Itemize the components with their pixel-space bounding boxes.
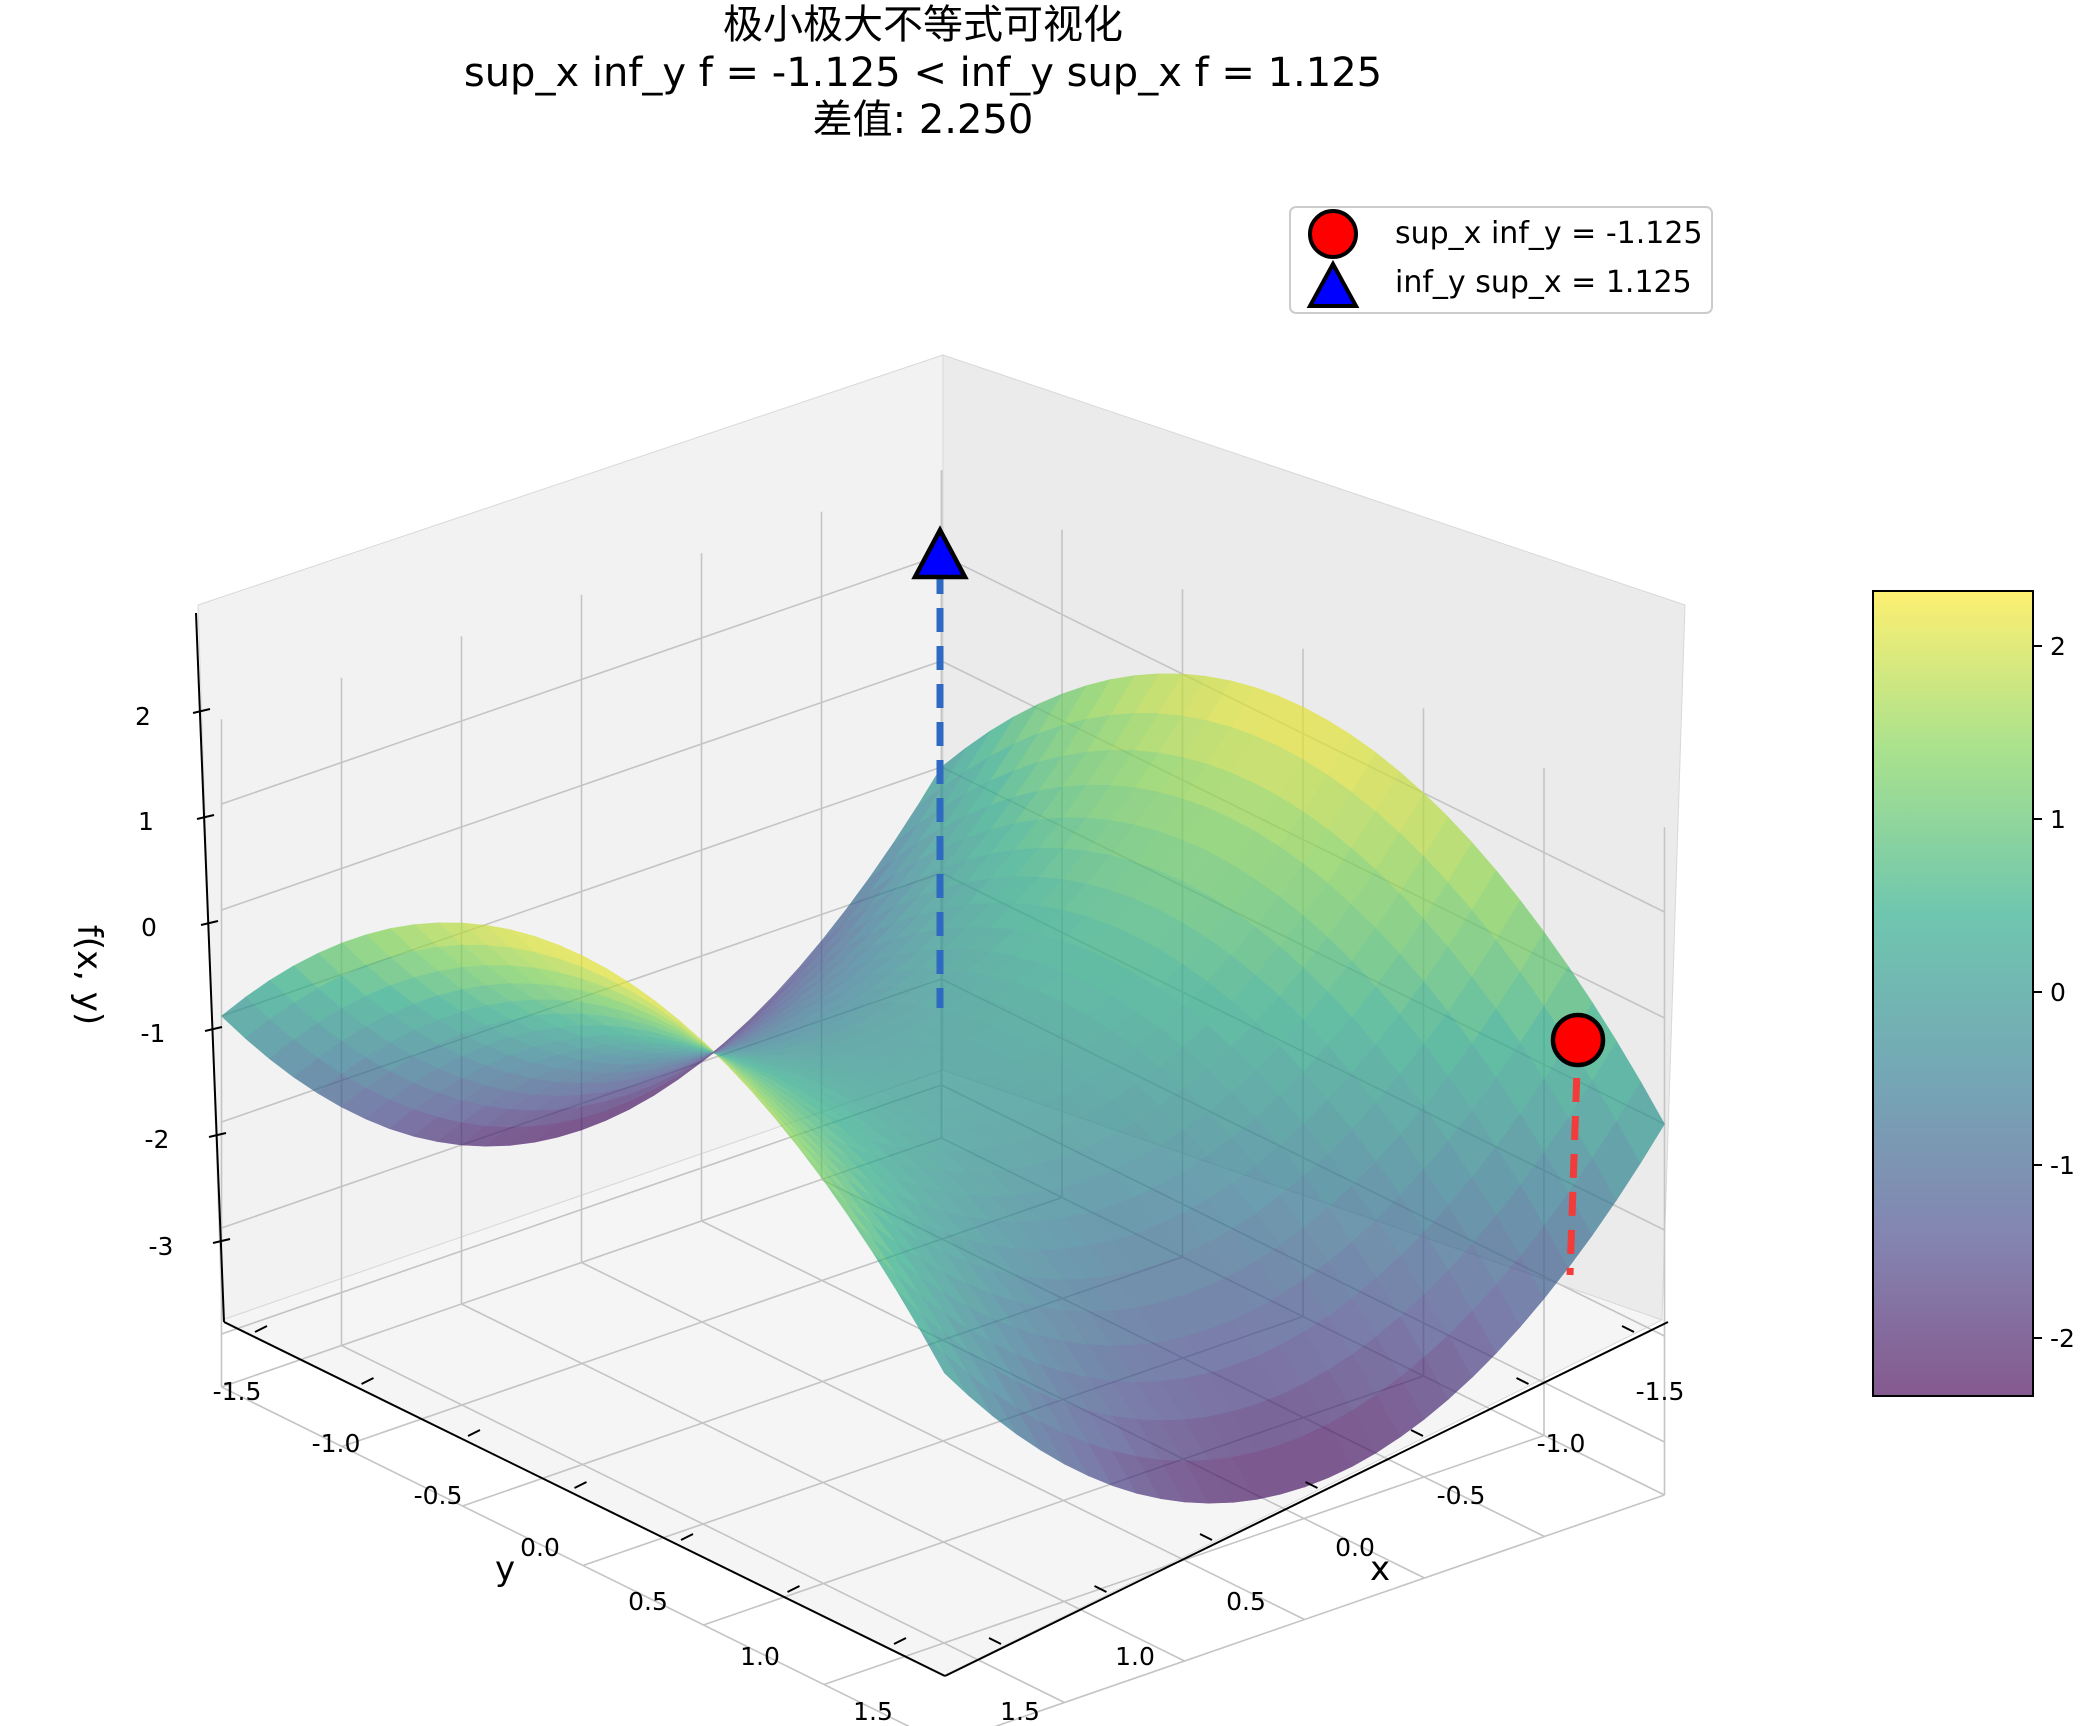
z-tick-2: 2: [135, 702, 151, 731]
x-tick-0-5: 0.5: [1226, 1587, 1266, 1616]
colorbar-tick-1: 1: [2050, 805, 2066, 834]
legend: sup_x inf_y = -1.125 inf_y sup_x = 1.125: [1289, 206, 1713, 314]
marker-sup-inf: [1550, 1012, 1606, 1068]
y-tick-0-0: 0.0: [520, 1533, 560, 1562]
x-tick-mark: [1621, 1325, 1635, 1333]
x-axis-label: x: [1370, 1549, 1390, 1589]
chart-subtitle: sup_x inf_y f = -1.125 < inf_y sup_x f =…: [464, 50, 1382, 96]
legend-circle-icon: [1308, 209, 1358, 259]
grid-wall-z-left-5: [221, 554, 942, 805]
z-tick-mark: [204, 1026, 223, 1032]
y-tick-mark: [467, 1429, 481, 1437]
legend-box: [1289, 206, 1713, 314]
grid-wall-z-left-4: [221, 660, 942, 911]
x-tick-mark: [1516, 1377, 1529, 1385]
colorbar-gradient: [1872, 590, 2034, 1397]
colorbar-tick-2: 2: [2050, 632, 2066, 661]
z-axis-label: f(x, y): [69, 925, 109, 1025]
y-tick-mark: [574, 1481, 587, 1489]
y-tick-1-5: 1.5: [853, 1697, 893, 1726]
x-tick-neg0-5: -0.5: [1437, 1481, 1486, 1510]
x-tick-0-0: 0.0: [1335, 1533, 1375, 1562]
y-tick-neg1-0: -1.0: [312, 1429, 361, 1458]
z-tick-neg2: -2: [145, 1125, 170, 1154]
grid-floor-x-6: [221, 1137, 942, 1388]
x-tick-1-5: 1.5: [1000, 1697, 1040, 1726]
z-tick-0: 0: [141, 913, 157, 942]
dashed-line-red: [1566, 1039, 1582, 1276]
y-tick-neg1-5: -1.5: [213, 1377, 262, 1406]
colorbar-tick-neg1: -1: [2050, 1151, 2075, 1180]
z-tick-neg3: -3: [149, 1232, 174, 1261]
x-tick-neg1-0: -1.0: [1537, 1429, 1586, 1458]
z-tick-labels: 2 1 0 -1 -2 -3: [135, 702, 173, 1261]
colorbar: 2 1 0 -1 -2: [1872, 590, 2075, 1397]
y-tick-1-0: 1.0: [740, 1642, 780, 1671]
marker-inf-sup: [911, 525, 969, 580]
x-tick-mark: [1199, 1533, 1213, 1541]
y-tick-mark: [680, 1533, 694, 1541]
colorbar-tick-neg2: -2: [2050, 1324, 2075, 1353]
y-tick-mark: [893, 1637, 907, 1645]
y-axis-line: [223, 1321, 946, 1677]
z-tick-mark: [200, 920, 219, 926]
y-tick-neg0-5: -0.5: [414, 1481, 463, 1510]
x-tick-mark: [988, 1637, 1002, 1645]
legend-triangle-icon: [1306, 259, 1360, 308]
surface: [221, 673, 1665, 1504]
z-tick-1: 1: [138, 807, 154, 836]
x-axis-line: [944, 1321, 1669, 1677]
y-tick-mark: [787, 1585, 800, 1593]
chart-subtitle-difference: 差值: 2.250: [813, 97, 1034, 143]
z-tick-mark: [192, 708, 211, 714]
tick-marks: [192, 708, 1635, 1645]
x-tick-1-0: 1.0: [1115, 1642, 1155, 1671]
x-tick-mark: [1410, 1429, 1424, 1437]
z-tick-mark: [196, 814, 215, 820]
z-tick-mark: [208, 1132, 227, 1138]
colorbar-tick-0: 0: [2050, 978, 2066, 1007]
y-tick-mark: [361, 1377, 374, 1385]
x-tick-labels: -1.5 -1.0 -0.5 0.0 0.5 1.0 1.5: [1000, 1377, 1684, 1726]
x-tick-neg1-5: -1.5: [1636, 1377, 1685, 1406]
z-tick-neg1: -1: [141, 1019, 166, 1048]
z-tick-mark: [212, 1238, 231, 1244]
colorbar-tick-labels: 2 1 0 -1 -2: [2050, 632, 2075, 1353]
z-axis-line: [195, 612, 225, 1323]
y-tick-labels: -1.5 -1.0 -0.5 0.0 0.5 1.0 1.5: [213, 1377, 893, 1726]
legend-label-sup-inf: sup_x inf_y = -1.125: [1395, 216, 1703, 251]
chart-title: 极小极大不等式可视化: [723, 2, 1123, 48]
x-tick-mark: [1305, 1481, 1318, 1489]
y-axis-label: y: [495, 1549, 515, 1589]
x-tick-mark: [1094, 1585, 1107, 1593]
y-tick-0-5: 0.5: [628, 1587, 668, 1616]
colorbar-ticks: [2033, 645, 2042, 1339]
legend-label-inf-sup: inf_y sup_x = 1.125: [1395, 265, 1692, 300]
y-tick-mark: [254, 1325, 268, 1333]
